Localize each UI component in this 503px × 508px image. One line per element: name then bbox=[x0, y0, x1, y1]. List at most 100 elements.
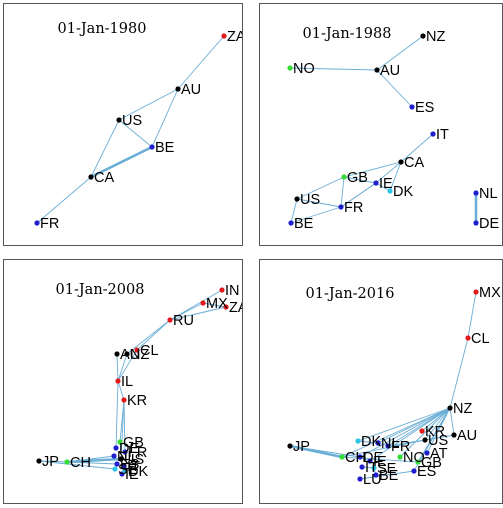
node-fr bbox=[385, 443, 391, 449]
node-au bbox=[175, 86, 181, 92]
node-dk bbox=[387, 188, 393, 194]
edge-layer bbox=[289, 35, 478, 224]
node-it bbox=[121, 463, 127, 469]
edge-ch-es bbox=[66, 461, 118, 465]
edge-au-il bbox=[116, 353, 119, 382]
node-label-nl: NL bbox=[117, 449, 136, 465]
node-label-be: BE bbox=[294, 216, 314, 232]
edge-lu-es bbox=[359, 470, 415, 480]
node-nz bbox=[447, 405, 453, 411]
node-gb bbox=[117, 439, 123, 445]
node-label-es: ES bbox=[417, 464, 436, 480]
node-au bbox=[114, 351, 120, 357]
node-label-nz: NZ bbox=[453, 401, 472, 417]
node-kr bbox=[419, 428, 425, 434]
node-label-be: BE bbox=[379, 468, 399, 484]
edge-nz-ie bbox=[369, 407, 451, 462]
node-label-nz: NZ bbox=[130, 347, 149, 363]
node-label-at: AT bbox=[430, 446, 448, 462]
node-cl bbox=[465, 335, 471, 341]
edge-gb-ie bbox=[343, 176, 377, 184]
edge-be-ca bbox=[90, 145, 153, 179]
node-au bbox=[374, 67, 380, 73]
node-label-cl: CL bbox=[471, 331, 490, 347]
edge-nz-us bbox=[424, 407, 451, 441]
node-label-za: ZA bbox=[227, 29, 243, 45]
node-se bbox=[112, 466, 118, 472]
node-label-za: ZA bbox=[229, 300, 243, 316]
node-ie bbox=[373, 180, 379, 186]
node-fr bbox=[122, 449, 128, 455]
node-label-us: US bbox=[122, 113, 142, 129]
edge-au-us bbox=[424, 434, 455, 441]
node-label-au: AU bbox=[120, 347, 140, 363]
node-label-de: DE bbox=[363, 450, 383, 466]
edge-ca-ie bbox=[375, 161, 402, 184]
edge-au-us bbox=[118, 88, 179, 121]
edge-nz-kr bbox=[421, 407, 451, 432]
node-se bbox=[371, 465, 377, 471]
node-es bbox=[114, 461, 120, 467]
panel-title-2008: 01-Jan-2008 bbox=[56, 282, 145, 298]
edge-nz-de bbox=[359, 407, 451, 458]
edge-il-de bbox=[115, 380, 119, 449]
node-label-es: ES bbox=[415, 100, 434, 116]
node-label-it: IT bbox=[436, 127, 449, 143]
node-at bbox=[424, 450, 430, 456]
node-label-mx: MX bbox=[206, 296, 228, 312]
node-mx bbox=[473, 289, 479, 295]
node-label-it: IT bbox=[365, 460, 378, 476]
node-label-gb: GB bbox=[123, 435, 144, 451]
edge-dk-nl bbox=[357, 440, 379, 444]
node-za bbox=[223, 304, 229, 310]
node-fr bbox=[338, 204, 344, 210]
node-label-us: US bbox=[124, 452, 144, 468]
node-nz bbox=[420, 33, 426, 39]
node-es bbox=[409, 104, 415, 110]
edge-ca-dk bbox=[389, 161, 402, 192]
node-de bbox=[357, 454, 363, 460]
node-label-au: AU bbox=[457, 428, 477, 444]
node-ca bbox=[88, 174, 94, 180]
edge-layer bbox=[36, 35, 225, 224]
node-label-gb: GB bbox=[347, 170, 368, 186]
node-be bbox=[373, 472, 379, 478]
node-de bbox=[113, 445, 119, 451]
node-label-ca: CA bbox=[94, 170, 114, 186]
node-label-cl: CL bbox=[140, 343, 159, 359]
node-label-nl: NL bbox=[381, 436, 400, 452]
node-lu bbox=[357, 476, 363, 482]
edge-kr-fr bbox=[123, 399, 126, 453]
node-dk bbox=[355, 438, 361, 444]
network-panel-1980: 01-Jan-1980 ZA AU US BE CA FR bbox=[3, 3, 243, 246]
node-de bbox=[473, 220, 479, 226]
node-label-au: AU bbox=[380, 63, 400, 79]
node-label-no: NO bbox=[293, 61, 315, 77]
node-kr bbox=[121, 397, 127, 403]
node-label-lu: LU bbox=[363, 472, 382, 488]
node-us bbox=[294, 196, 300, 202]
edge-gb-fr bbox=[340, 176, 345, 208]
node-jp bbox=[287, 443, 293, 449]
node-label-il: IL bbox=[121, 374, 133, 390]
edge-nz-il bbox=[117, 353, 128, 382]
node-be bbox=[288, 220, 294, 226]
edge-mx-cl bbox=[467, 291, 477, 339]
node-nl bbox=[375, 440, 381, 446]
edge-ch-gb bbox=[341, 456, 419, 463]
node-label-be: BE bbox=[155, 140, 175, 156]
node-it bbox=[430, 131, 436, 137]
node-label-fr: FR bbox=[128, 445, 147, 461]
node-dk bbox=[122, 468, 128, 474]
edge-ch-nl bbox=[66, 455, 115, 463]
node-label-ch: CH bbox=[345, 450, 366, 466]
edge-kr-us bbox=[120, 399, 125, 460]
edge-ch-us bbox=[341, 439, 426, 458]
node-label-kr: KR bbox=[425, 424, 445, 440]
edge-mx-ru bbox=[169, 302, 204, 321]
node-nl bbox=[473, 190, 479, 196]
edge-jp-de bbox=[289, 445, 361, 458]
